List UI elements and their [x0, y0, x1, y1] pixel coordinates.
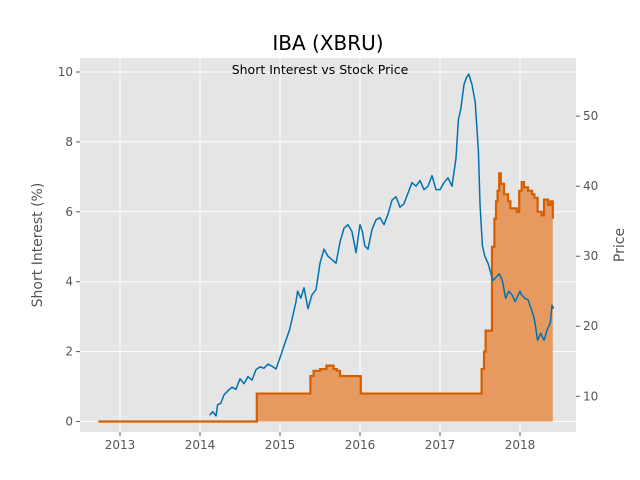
y-right-tick-label-1: 20	[583, 319, 598, 333]
y-right-tick-label-3: 40	[583, 179, 598, 193]
x-tick-label-3: 2016	[345, 438, 376, 452]
x-tick-label-5: 2018	[505, 438, 536, 452]
y-left-tick-label-2: 4	[65, 275, 73, 289]
x-tick-label-1: 2014	[185, 438, 216, 452]
price-line	[209, 73, 555, 417]
axis-ticks: 2013 2014 2015 2016 2017 2018 0 2 4 6 8 10 10 20 30 40 5…	[58, 65, 599, 452]
y-right-tick-label-4: 50	[583, 109, 598, 123]
y-right-tick-label-0: 10	[583, 389, 598, 403]
y-left-tick-label-3: 6	[65, 205, 73, 219]
x-tick-label-2: 2015	[265, 438, 296, 452]
y-left-tick-label-0: 0	[65, 415, 73, 429]
chart-marks	[98, 73, 555, 423]
y-right-axis-title: Price	[612, 228, 628, 262]
x-tick-label-4: 2017	[425, 438, 456, 452]
chart-title: IBA (XBRU)	[272, 31, 383, 55]
x-tick-label-0: 2013	[105, 438, 136, 452]
chart-subtitle: Short Interest vs Stock Price	[232, 62, 409, 77]
y-left-tick-label-4: 8	[65, 135, 73, 149]
y-right-tick-label-2: 30	[583, 249, 598, 263]
y-left-tick-label-1: 2	[65, 345, 73, 359]
short-interest-line	[98, 172, 554, 423]
y-left-tick-label-5: 10	[58, 65, 73, 79]
y-left-axis-title: Short Interest (%)	[30, 183, 46, 308]
